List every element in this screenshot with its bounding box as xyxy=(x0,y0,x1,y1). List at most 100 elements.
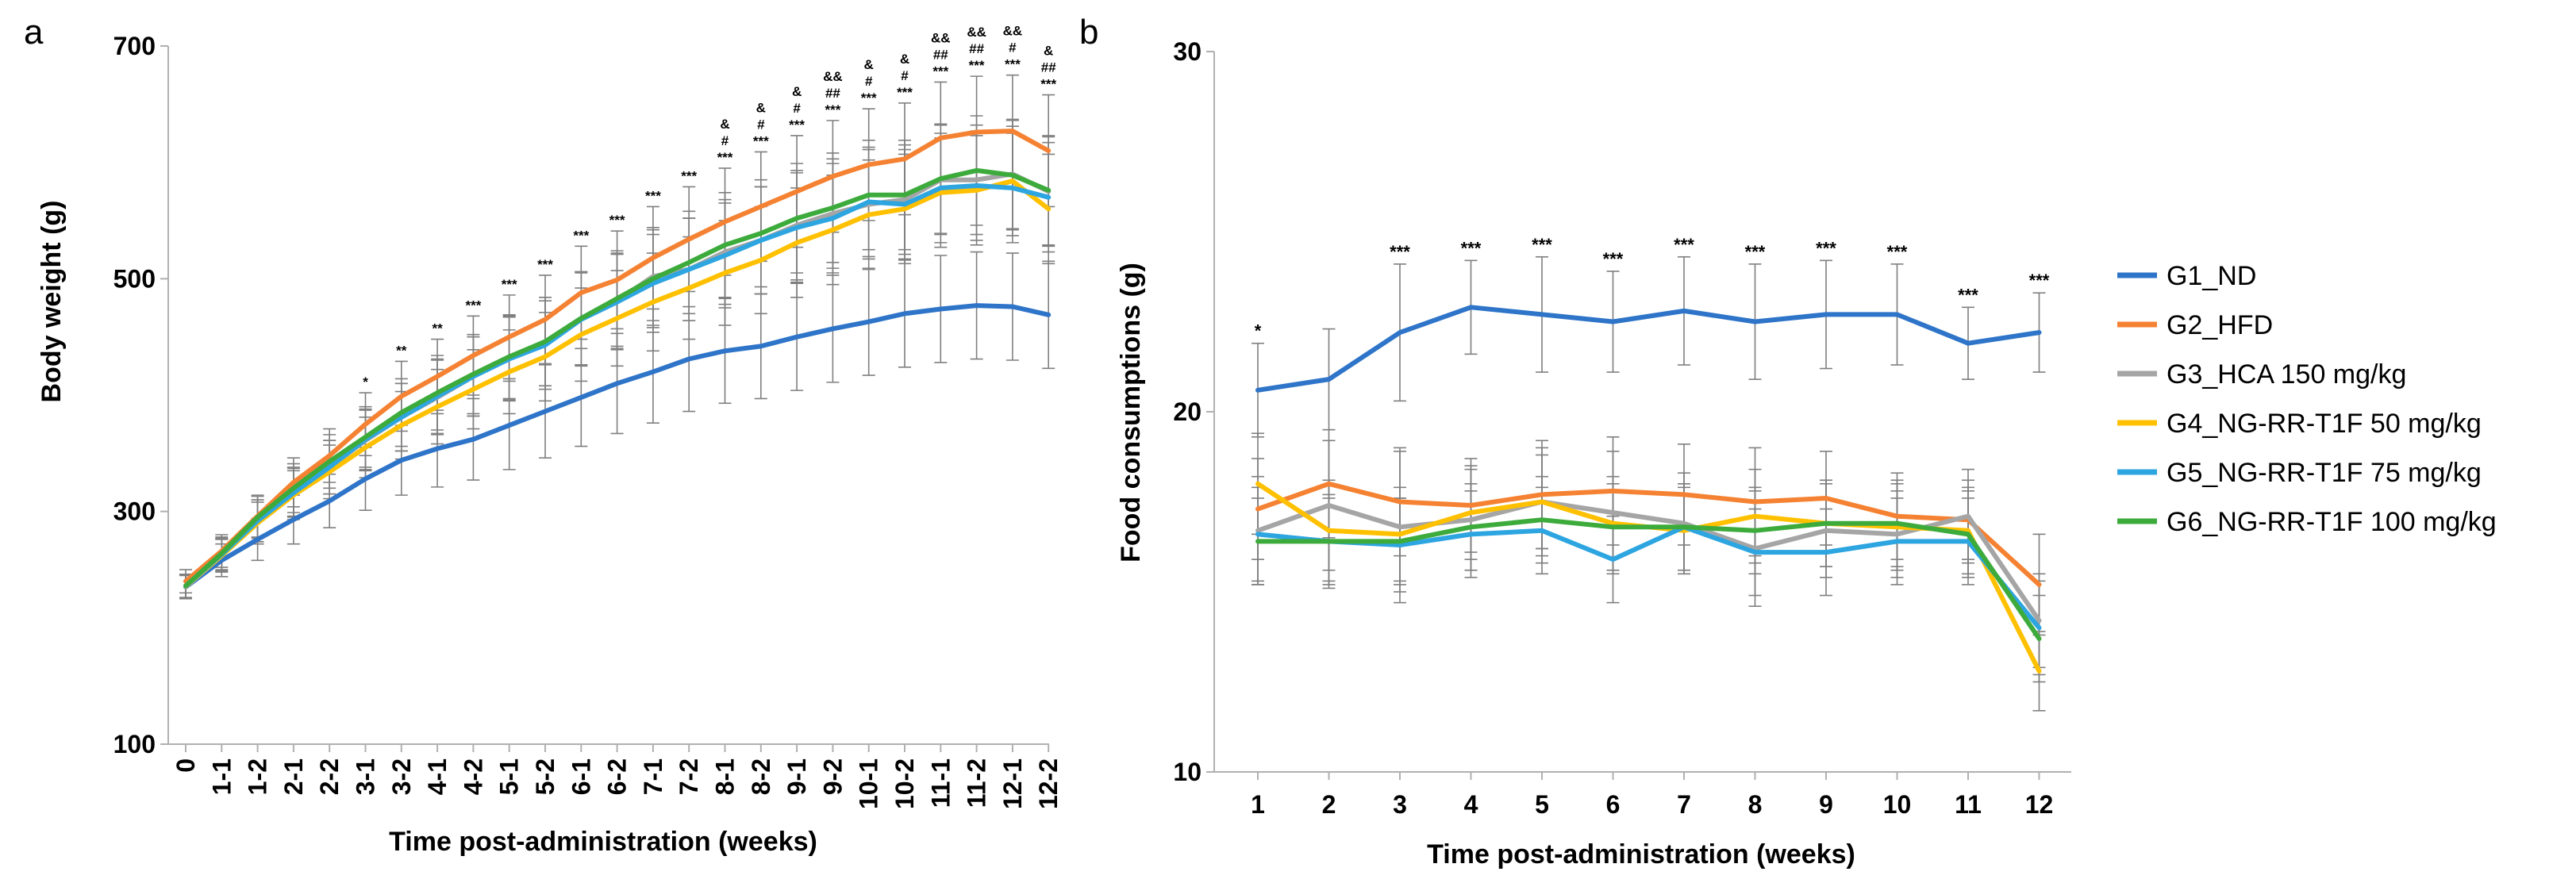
x-tick-label: 4 xyxy=(1464,790,1478,819)
significance-label: *** xyxy=(969,58,985,73)
significance-label: ## xyxy=(1041,60,1056,75)
x-tick-label: 1 xyxy=(1251,790,1265,819)
significance-label: # xyxy=(793,101,801,116)
significance-label: && xyxy=(823,69,843,84)
significance-label: *** xyxy=(1745,242,1766,262)
y-tick-label: 300 xyxy=(113,497,156,526)
x-tick-label: 3 xyxy=(1393,790,1407,819)
legend-label-g4-ng-rr-t1f-50-mg-kg: G4_NG-RR-T1F 50 mg/kg xyxy=(2167,409,2482,439)
panel-label-a: a xyxy=(24,13,44,52)
series-line-g2-hfd xyxy=(183,129,1052,584)
series-line-g4-ng-rr-t1f-50-mg-kg xyxy=(1255,481,2042,674)
series-line-g3-hca-150-mg-kg xyxy=(1255,499,2042,624)
y-tick-label: 30 xyxy=(1173,37,1201,66)
x-tick-label: 7-1 xyxy=(639,758,667,795)
x-tick-label: 5-1 xyxy=(495,758,524,795)
x-tick-label: 1-1 xyxy=(207,758,236,795)
x-tick-label: 10-2 xyxy=(890,758,919,809)
legend-label-g3-hca-150-mg-kg: G3_HCA 150 mg/kg xyxy=(2167,359,2406,390)
x-tick-label: 12-1 xyxy=(998,758,1027,809)
significance-label: && xyxy=(1003,24,1023,39)
significance-label: && xyxy=(931,30,951,45)
panel-b-series-lines xyxy=(1255,305,2042,674)
panel-a-x-axis-title: Time post-administration (weeks) xyxy=(389,827,817,857)
significance-label: *** xyxy=(573,228,589,243)
x-tick-label: 11 xyxy=(1955,790,1982,819)
significance-label: # xyxy=(1009,40,1017,56)
significance-label: & xyxy=(1044,44,1053,59)
series-line-g6-ng-rr-t1f-100-mg-kg xyxy=(1255,517,2042,641)
series-line-g1-nd xyxy=(183,303,1052,589)
significance-label: *** xyxy=(1887,242,1908,262)
x-tick-label: 5 xyxy=(1535,790,1549,819)
significance-label: # xyxy=(901,68,909,83)
significance-label: & xyxy=(864,57,874,72)
x-tick-label: 0 xyxy=(171,758,200,773)
x-tick-label: 7-2 xyxy=(675,758,703,795)
series-line-g5-ng-rr-t1f-75-mg-kg xyxy=(1255,524,2042,631)
x-tick-label: 2-1 xyxy=(279,758,308,795)
significance-label: *** xyxy=(1958,285,1978,305)
series-line-g1-nd xyxy=(1255,305,2042,393)
significance-label: *** xyxy=(825,102,840,117)
x-tick-label: 4-2 xyxy=(459,758,487,795)
panel-a-body-weight-chart: **************************&#***&#***&#**… xyxy=(37,24,1063,857)
x-tick-label: 9-2 xyxy=(818,758,847,795)
panel-a-tick-labels: 100 300 500 700 0 1-1 1-2 2-1 2-2 3-1 3-2 4-1 4-2 5-1… xyxy=(113,32,1063,809)
series-line-g6-ng-rr-t1f-100-mg-kg xyxy=(183,167,1052,589)
x-tick-label: 3-2 xyxy=(387,758,416,795)
legend-label-g5-ng-rr-t1f-75-mg-kg: G5_NG-RR-T1F 75 mg/kg xyxy=(2167,458,2482,488)
x-tick-label: 12 xyxy=(2025,790,2054,819)
significance-label: *** xyxy=(1040,77,1056,92)
significance-label: * xyxy=(1255,321,1262,341)
x-tick-label: 6-1 xyxy=(567,758,595,795)
significance-label: # xyxy=(721,133,729,148)
significance-label: *** xyxy=(1603,249,1624,269)
panel-a-series-lines xyxy=(183,129,1052,589)
y-tick-label: 20 xyxy=(1173,397,1201,426)
significance-label: *** xyxy=(1005,57,1021,72)
significance-label: *** xyxy=(932,63,948,79)
significance-label: *** xyxy=(465,298,481,313)
series-line-g2-hfd xyxy=(1255,481,2042,587)
panel-a-y-axis-title: Body weight (g) xyxy=(37,201,67,403)
panel-label-b: b xyxy=(1079,13,1098,52)
panel-b-significance-marks: **** *** ********* *** *** ********* xyxy=(1255,235,2050,341)
significance-label: *** xyxy=(1816,238,1836,258)
x-tick-label: 2-2 xyxy=(315,758,344,795)
x-tick-label: 8-1 xyxy=(711,758,740,795)
significance-label: && xyxy=(967,25,986,40)
significance-label: *** xyxy=(753,133,769,148)
x-tick-label: 2 xyxy=(1322,790,1336,819)
significance-label: *** xyxy=(502,277,517,292)
legend-label-g1-nd: G1_ND xyxy=(2167,261,2256,291)
x-tick-label: 3-1 xyxy=(352,758,380,795)
legend-label-g6-ng-rr-t1f-100-mg-kg: G6_NG-RR-T1F 100 mg/kg xyxy=(2167,507,2497,537)
y-tick-label: 10 xyxy=(1173,758,1201,786)
significance-label: # xyxy=(757,117,765,132)
x-tick-label: 9 xyxy=(1819,790,1833,819)
panel-a-axes xyxy=(160,45,1050,752)
x-tick-label: 1-2 xyxy=(244,758,272,795)
significance-label: *** xyxy=(537,257,553,272)
x-tick-label: 10 xyxy=(1883,790,1912,819)
significance-label: * xyxy=(363,374,368,390)
y-tick-label: 100 xyxy=(113,730,156,758)
significance-label: & xyxy=(720,117,729,132)
x-tick-label: 6-2 xyxy=(603,758,632,795)
x-tick-label: 9-1 xyxy=(782,758,811,795)
series-line-g4-ng-rr-t1f-50-mg-kg xyxy=(183,179,1052,589)
significance-label: & xyxy=(900,52,909,67)
significance-label: *** xyxy=(1674,235,1694,255)
x-tick-label: 8 xyxy=(1748,790,1763,819)
x-tick-label: 8-2 xyxy=(747,758,775,795)
panel-b-y-axis-title: Food consumptions (g) xyxy=(1116,263,1146,562)
x-tick-label: 11-1 xyxy=(926,758,955,808)
significance-label: *** xyxy=(861,90,877,106)
significance-label: *** xyxy=(1461,238,1482,258)
x-tick-label: 11-2 xyxy=(963,758,991,808)
x-tick-label: 5-2 xyxy=(531,758,559,795)
